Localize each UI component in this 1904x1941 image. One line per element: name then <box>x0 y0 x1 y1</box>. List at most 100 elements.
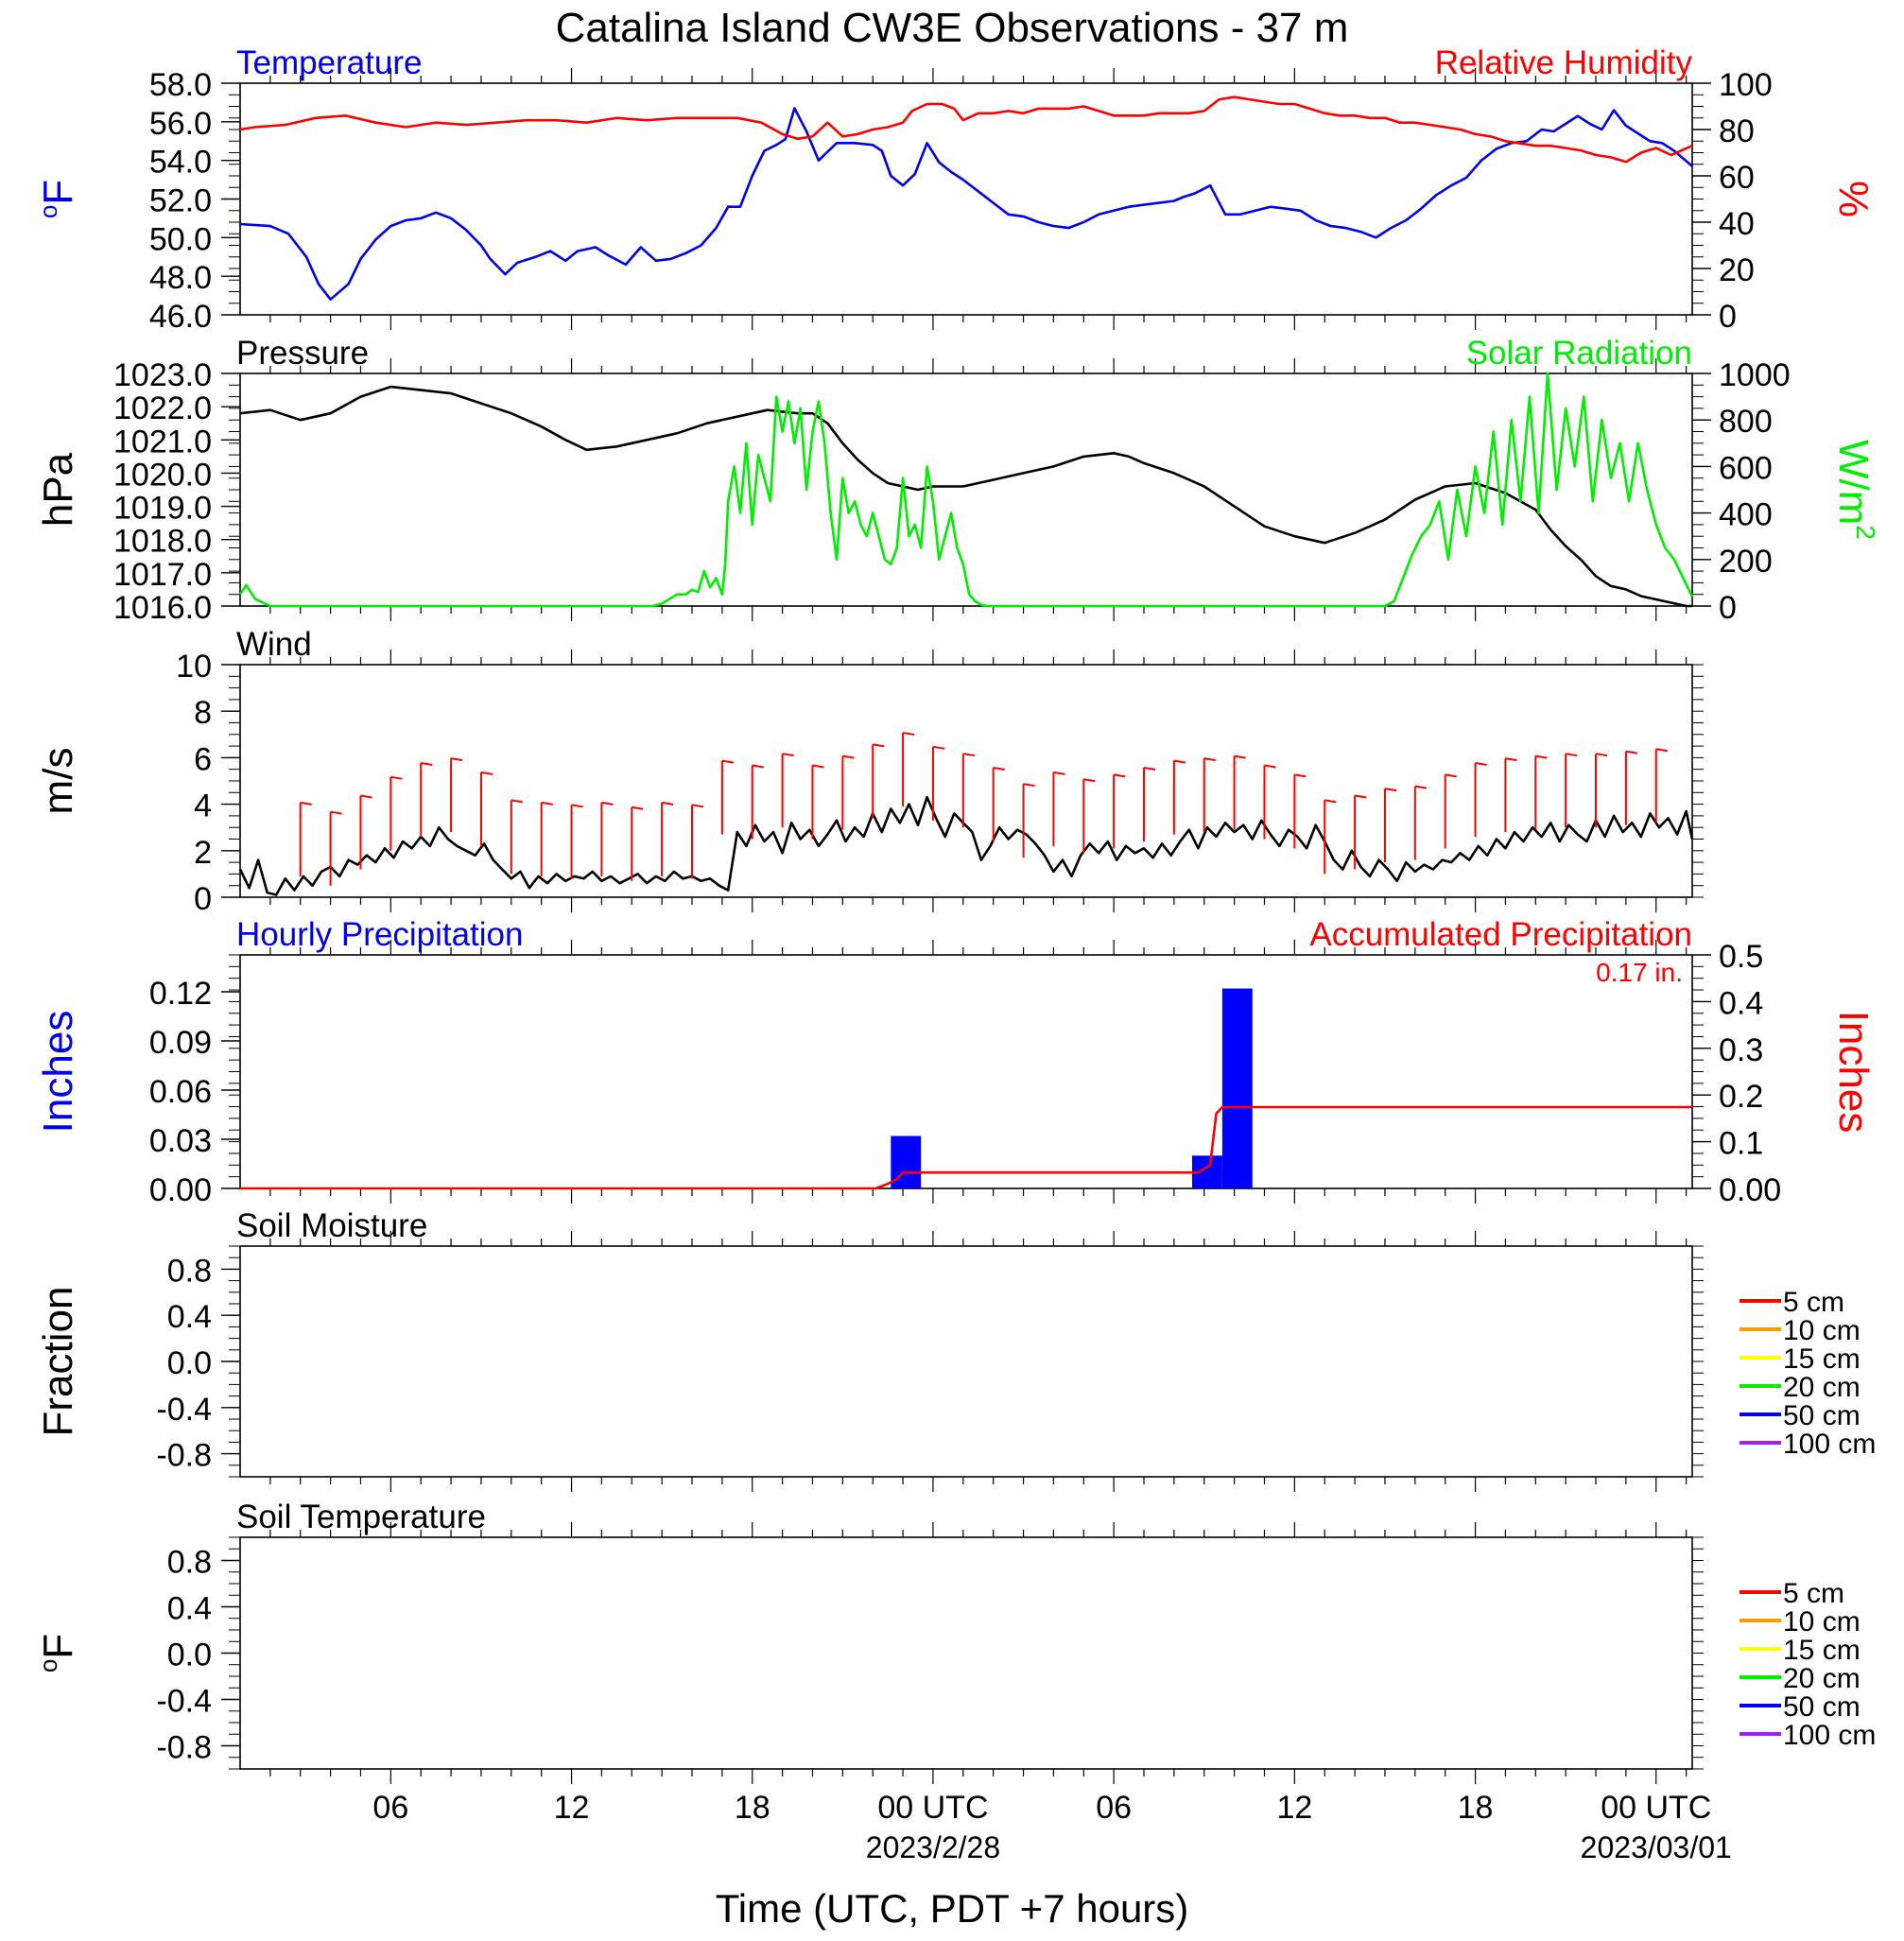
x-date-label: 2023/03/01 <box>1581 1830 1732 1864</box>
wind-barb-flag <box>1143 766 1156 771</box>
legend-label: 20 cm <box>1783 1663 1861 1694</box>
wind-barb-flag <box>1324 799 1337 804</box>
y-axis-label-right: W/m2 <box>1830 440 1880 540</box>
y-tick-label-right: 1000 <box>1719 357 1791 393</box>
wind-barb-flag <box>1535 754 1548 759</box>
figure-title: Catalina Island CW3E Observations - 37 m <box>556 5 1349 51</box>
y-tick-label-left: 52.0 <box>149 183 212 219</box>
wind-barb-flag <box>541 801 553 806</box>
panel-title-right: Solar Radiation <box>1466 335 1692 372</box>
wind-barb-flag <box>330 810 342 815</box>
y-tick-label-left: 0.8 <box>167 1545 212 1581</box>
legend-label: 10 cm <box>1783 1606 1861 1638</box>
wind-barb-flag <box>721 759 735 764</box>
panel-title-left: Soil Temperature <box>236 1499 486 1535</box>
wind-barb-flag <box>1565 753 1578 757</box>
y-tick-label-right: 800 <box>1719 404 1773 440</box>
legend-label: 5 cm <box>1783 1287 1844 1318</box>
y-tick-label-right: 0.4 <box>1719 985 1763 1021</box>
y-tick-label-left: 1018.0 <box>113 524 212 560</box>
panel-title-left: Temperature <box>236 44 422 81</box>
y-tick-label-left: 50.0 <box>149 221 212 257</box>
degree-mark: o <box>34 1659 62 1672</box>
legend-label: 20 cm <box>1783 1372 1861 1403</box>
y-tick-label-left: 2 <box>194 835 212 871</box>
y-tick-label-left: 0.12 <box>149 976 212 1012</box>
y-tick-label-left: 0.4 <box>167 1299 212 1335</box>
wind-barb-flag <box>873 743 885 748</box>
y-tick-label-right: 100 <box>1719 67 1773 103</box>
y-axis-label-right: % <box>1830 181 1877 217</box>
y-tick-label-right: 0.00 <box>1719 1172 1781 1208</box>
series-pressure <box>239 385 1692 608</box>
wind-barb-flag <box>1354 794 1367 799</box>
wind-barb-flag <box>1384 788 1397 792</box>
x-tick-label: 12 <box>1276 1790 1312 1826</box>
legend-label: 100 cm <box>1783 1720 1876 1751</box>
wind-barb-flag <box>902 732 915 737</box>
x-axis-title: Time (UTC, PDT +7 hours) <box>716 1886 1189 1931</box>
x-tick-label: 00 UTC <box>1601 1790 1711 1826</box>
x-tick-label: 06 <box>1096 1790 1132 1826</box>
series-accumulated-precipitation <box>240 1105 1692 1190</box>
y-tick-label-left: 0.09 <box>149 1025 212 1061</box>
hourly-precip-bar <box>1221 988 1253 1188</box>
legend-label: 10 cm <box>1783 1315 1861 1346</box>
wind-barb-flag <box>571 804 583 808</box>
y-tick-label-right: 0 <box>1719 590 1737 626</box>
y-tick-label-left: 0.8 <box>167 1253 212 1289</box>
y-tick-label-left: 56.0 <box>149 106 212 142</box>
y-axis-label-left: Fraction <box>35 1287 81 1437</box>
y-tick-label-left: 48.0 <box>149 260 212 296</box>
unit-letter: F <box>35 180 81 205</box>
unit-text: W/m <box>1830 440 1877 525</box>
legend-label: 15 cm <box>1783 1635 1861 1666</box>
wind-barb-flag <box>421 762 433 767</box>
y-tick-label-right: 600 <box>1719 450 1773 486</box>
y-tick-label-right: 40 <box>1719 206 1755 242</box>
legend-label: 15 cm <box>1783 1343 1861 1375</box>
x-date-label: 2023/2/28 <box>866 1830 1000 1864</box>
y-tick-label-left: 54.0 <box>149 145 212 181</box>
wind-barb-flag <box>1234 754 1246 759</box>
y-axis-label-left: oF <box>34 1634 81 1672</box>
y-tick-label-left: 0.4 <box>167 1591 212 1627</box>
legend-label: 5 cm <box>1783 1578 1844 1609</box>
y-tick-label-right: 0.3 <box>1719 1032 1763 1068</box>
y-tick-label-left: 1021.0 <box>113 424 212 459</box>
wind-barb-flag <box>1083 778 1096 783</box>
wind-barb-flag <box>1625 750 1638 754</box>
panel-title-left: Wind <box>236 626 312 663</box>
y-tick-label-right: 0.1 <box>1719 1126 1763 1162</box>
y-axis-label-left: m/s <box>35 748 81 815</box>
wind-barb-flag <box>1203 757 1216 762</box>
y-axis-label-right: Inches <box>1830 1011 1877 1134</box>
wind-barb-flag <box>450 757 463 762</box>
y-tick-label-left: 0 <box>194 881 212 917</box>
time-axis-labels: 06 12 18 00 UTC 06 12 18 00 UTC 2023/2/28 2023/03… <box>372 1790 1731 1864</box>
wind-barb-flag <box>1414 785 1427 789</box>
x-tick-label: 12 <box>554 1790 590 1826</box>
y-tick-label-left: 0.0 <box>167 1345 212 1381</box>
y-tick-label-left: 0.03 <box>149 1123 212 1159</box>
unit-letter: F <box>35 1634 81 1659</box>
legend-label: 50 cm <box>1783 1400 1861 1431</box>
panel-title-right: Relative Humidity <box>1435 44 1693 81</box>
wind-barb-flag <box>812 764 824 769</box>
wind-barb-flag <box>691 804 704 808</box>
wind-barb-flag <box>632 806 644 810</box>
y-tick-label-left: 1017.0 <box>113 557 212 593</box>
wind-barb-flag <box>1595 753 1608 757</box>
wind-barb-flag <box>752 764 764 769</box>
y-tick-label-left: 46.0 <box>149 299 212 335</box>
panels: 46.048.050.052.054.056.058.0020406080100… <box>34 44 1880 1784</box>
panel-precipitation: 0.00 0.03 0.06 0.09 0.12 0.00 0.1 0.2 0.3 0.4 0.5 H… <box>35 916 1877 1208</box>
wind-barb-flag <box>1173 759 1186 764</box>
x-tick-label: 00 UTC <box>877 1790 988 1826</box>
wind-barb-flag <box>601 801 614 806</box>
wind-barb-flag <box>480 771 493 775</box>
y-tick-label-left: 0.0 <box>167 1638 212 1673</box>
